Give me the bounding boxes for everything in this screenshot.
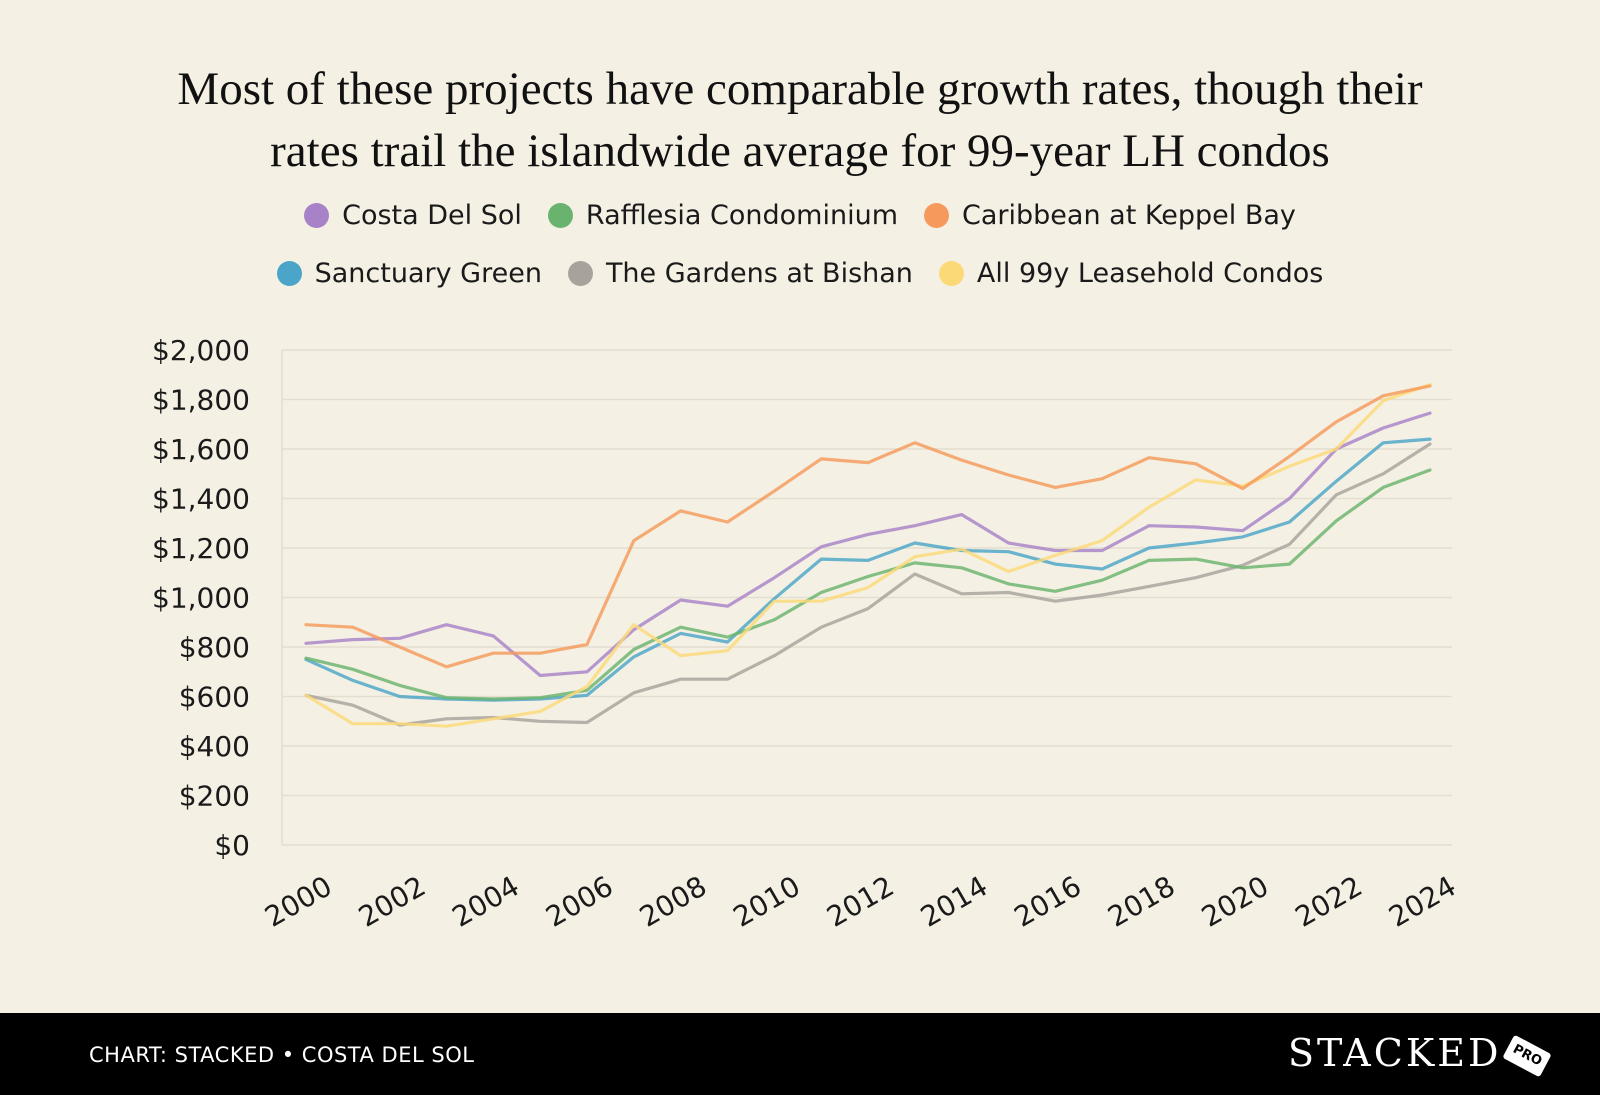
y-tick-labels: $0 $200 $400 $600 $800 $1,000 $1,200 $1,400 $1,6… bbox=[152, 334, 250, 862]
legend-item-caribbean: Caribbean at Keppel Bay bbox=[924, 200, 1296, 231]
legend-dot-rafflesia bbox=[547, 203, 573, 228]
series-line-all-99y-leasehold-condos bbox=[304, 383, 1432, 728]
pro-badge: PRO bbox=[1502, 1034, 1552, 1078]
series-line-costa-del-sol bbox=[304, 411, 1432, 678]
series-line-the-gardens-at-bishan bbox=[304, 442, 1432, 727]
x-tick-label-2022: 2022 bbox=[1290, 869, 1368, 933]
legend-label-sanctuary-green: Sanctuary Green bbox=[314, 258, 542, 289]
legend-row-2: Sanctuary Green The Gardens at Bishan Al… bbox=[0, 258, 1600, 289]
line-chart: $0 $200 $400 $600 $800 $1,000 $1,200 $1,400 $1,6… bbox=[152, 334, 1461, 934]
footer-bar: CHART: STACKED • COSTA DEL SOL STACKED P… bbox=[0, 1013, 1600, 1095]
x-tick-label-2012: 2012 bbox=[821, 869, 899, 933]
y-tick-label-0: $0 bbox=[214, 829, 250, 862]
grid-lines bbox=[282, 349, 1452, 846]
x-tick-label-2018: 2018 bbox=[1102, 869, 1180, 933]
x-tick-label-2006: 2006 bbox=[540, 869, 618, 933]
x-tick-label-2000: 2000 bbox=[259, 869, 337, 933]
x-tick-labels: 2000 2002 2004 2006 2008 2010 2012 2014 2016 2018… bbox=[259, 869, 1461, 933]
legend-item-rafflesia: Rafflesia Condominium bbox=[547, 200, 899, 231]
legend-item-sanctuary-green: Sanctuary Green bbox=[276, 258, 542, 289]
footer-credit: CHART: STACKED • COSTA DEL SOL bbox=[89, 1043, 475, 1067]
y-tick-label-600: $600 bbox=[179, 681, 250, 714]
legend-dot-sanctuary-green bbox=[276, 261, 302, 286]
legend-label-all-99y: All 99y Leasehold Condos bbox=[976, 258, 1324, 289]
series-line-rafflesia-condominium bbox=[304, 468, 1432, 701]
legend-label-costa-del-sol: Costa Del Sol bbox=[342, 200, 522, 231]
x-tick-label-2002: 2002 bbox=[353, 869, 431, 933]
series-lines bbox=[304, 383, 1432, 728]
legend-dot-all-99y bbox=[938, 261, 964, 286]
x-tick-label-2010: 2010 bbox=[728, 869, 806, 933]
y-tick-label-1600: $1,600 bbox=[152, 433, 250, 466]
y-tick-label-1000: $1,000 bbox=[152, 582, 250, 615]
legend-item-gardens-bishan: The Gardens at Bishan bbox=[567, 258, 913, 289]
legend-label-rafflesia: Rafflesia Condominium bbox=[585, 200, 899, 231]
x-tick-label-2008: 2008 bbox=[634, 869, 712, 933]
legend-row-1: Costa Del Sol Rafflesia Condominium Cari… bbox=[0, 200, 1600, 231]
legend-label-caribbean: Caribbean at Keppel Bay bbox=[962, 200, 1296, 231]
x-tick-label-2016: 2016 bbox=[1009, 869, 1087, 933]
legend-item-all-99y: All 99y Leasehold Condos bbox=[938, 258, 1324, 289]
x-tick-label-2014: 2014 bbox=[915, 869, 993, 933]
x-tick-label-2020: 2020 bbox=[1196, 869, 1274, 933]
y-tick-label-800: $800 bbox=[179, 631, 250, 664]
series-line-caribbean-at-keppel-bay bbox=[304, 384, 1432, 669]
y-tick-label-2000: $2,000 bbox=[152, 334, 250, 367]
legend-dot-gardens-bishan bbox=[567, 261, 593, 286]
y-tick-label-200: $200 bbox=[179, 780, 250, 813]
legend-item-costa-del-sol: Costa Del Sol bbox=[304, 200, 522, 231]
y-tick-label-1200: $1,200 bbox=[152, 532, 250, 565]
x-tick-label-2024: 2024 bbox=[1383, 869, 1461, 933]
y-tick-label-400: $400 bbox=[179, 730, 250, 763]
legend-label-gardens-bishan: The Gardens at Bishan bbox=[605, 258, 913, 289]
x-tick-label-2004: 2004 bbox=[447, 869, 525, 933]
y-tick-label-1400: $1,400 bbox=[152, 483, 250, 516]
y-tick-label-1800: $1,800 bbox=[152, 384, 250, 417]
stacked-logo[interactable]: STACKED bbox=[1288, 1031, 1502, 1075]
chart-title: Most of these projects have comparable g… bbox=[0, 58, 1600, 182]
legend-dot-costa-del-sol bbox=[304, 203, 330, 228]
chart-title-line-2: rates trail the islandwide average for 9… bbox=[270, 125, 1330, 177]
chart-title-line-1: Most of these projects have comparable g… bbox=[177, 63, 1423, 115]
legend-dot-caribbean bbox=[924, 203, 950, 228]
